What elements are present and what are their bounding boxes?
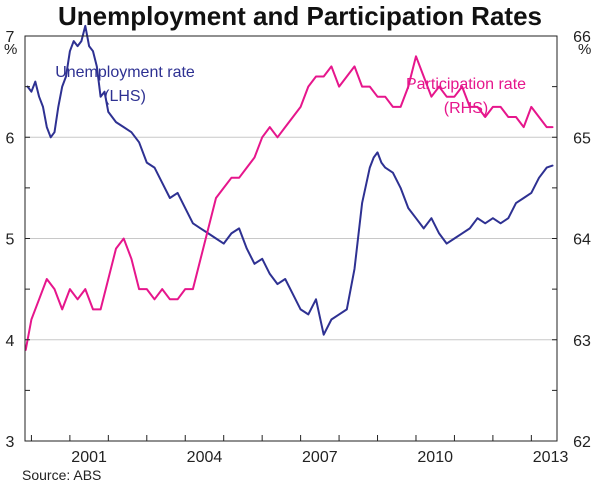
participation-legend-label: Participation rate <box>406 76 526 93</box>
x-tick-label: 2004 <box>187 449 223 466</box>
left-tick-label: 5 <box>6 232 15 249</box>
unemployment-legend-axis: (LHS) <box>104 88 146 105</box>
unemployment-legend-label: Unemployment rate <box>55 64 195 81</box>
right-tick-label: 65 <box>573 130 591 147</box>
x-tick-label: 2007 <box>302 449 338 466</box>
right-tick-label: 62 <box>573 434 591 451</box>
x-tick-label: 2013 <box>533 449 569 466</box>
source-note: Source: ABS <box>22 467 102 483</box>
chart-title: Unemployment and Participation Rates <box>58 1 542 31</box>
x-tick-label: 2001 <box>71 449 107 466</box>
right-axis-unit: % <box>578 41 591 58</box>
left-tick-label: 3 <box>6 434 15 451</box>
left-tick-label: 7 <box>6 29 15 46</box>
right-tick-label: 63 <box>573 333 591 350</box>
right-tick-label: 66 <box>573 29 591 46</box>
participation-legend-axis: (RHS) <box>444 100 488 117</box>
participation-rate-line <box>24 55 554 351</box>
x-tick-label: 2010 <box>417 449 453 466</box>
left-tick-label: 6 <box>6 130 15 147</box>
unemployment-rate-line <box>26 24 554 336</box>
left-tick-label: 4 <box>6 333 15 350</box>
right-tick-label: 64 <box>573 232 591 249</box>
left-axis-unit: % <box>4 41 17 58</box>
